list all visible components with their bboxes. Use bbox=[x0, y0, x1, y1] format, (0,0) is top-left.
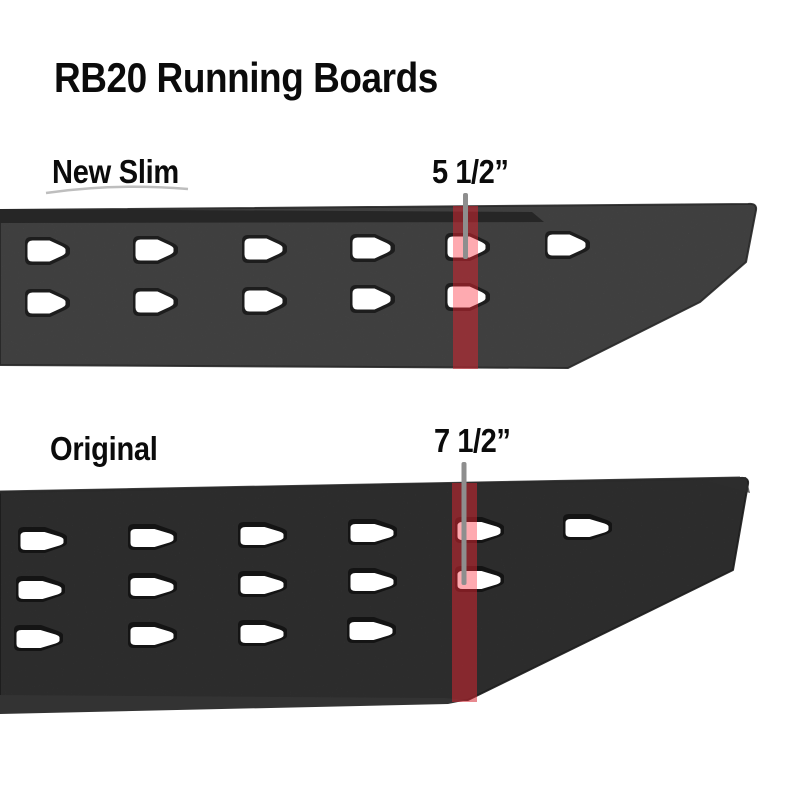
original-board-image bbox=[0, 462, 750, 714]
photo-scratch-artifact bbox=[45, 185, 189, 195]
original-corner-chamfer bbox=[702, 477, 750, 493]
board-label-new-slim: New Slim bbox=[52, 153, 179, 190]
measurement-label-new-slim: 5 1/2” bbox=[432, 153, 509, 190]
board-label-original: Original bbox=[50, 430, 158, 467]
new-slim-top-lip bbox=[0, 209, 544, 223]
original-bottom-flange bbox=[0, 695, 468, 714]
original-top-edge bbox=[0, 476, 741, 494]
new-slim-board-image bbox=[0, 193, 758, 369]
measurement-pointer-new-slim bbox=[463, 193, 468, 259]
measurement-label-original: 7 1/2” bbox=[434, 422, 511, 459]
measurement-pointer-original bbox=[461, 462, 467, 585]
page-title: RB20 Running Boards bbox=[54, 54, 438, 101]
